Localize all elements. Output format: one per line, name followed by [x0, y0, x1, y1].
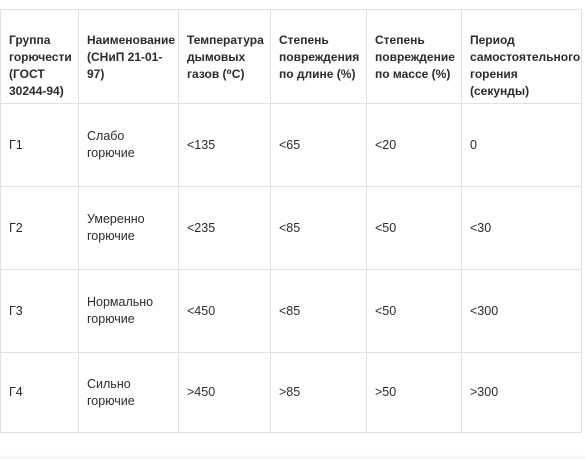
cell-damage-length: <85: [270, 269, 367, 353]
cell-name: Слабо горючие: [78, 103, 179, 187]
table-row: Г4 Сильно горючие >450 >85 >50 >300: [0, 352, 582, 433]
cell-burning-period: >300: [461, 352, 582, 433]
cell-damage-length: <65: [270, 103, 367, 187]
cell-damage-mass: <50: [366, 186, 462, 270]
header-name: Наименование (СНиП 21-01-97): [78, 9, 179, 104]
cell-temperature: >450: [178, 352, 271, 433]
cell-damage-mass: <50: [366, 269, 462, 353]
cell-temperature: <235: [178, 186, 271, 270]
table-header-row: Группа горючести (ГОСТ 30244-94) Наимено…: [0, 9, 582, 104]
cell-name: Нормально горючие: [78, 269, 179, 353]
cell-group: Г1: [0, 103, 79, 187]
table-row: Г2 Умеренно горючие <235 <85 <50 <30: [0, 186, 582, 270]
cell-name: Сильно горючие: [78, 352, 179, 433]
cell-damage-length: >85: [270, 352, 367, 433]
cell-burning-period: 0: [461, 103, 582, 187]
cell-name: Умеренно горючие: [78, 186, 179, 270]
header-combustibility-group: Группа горючести (ГОСТ 30244-94): [0, 9, 79, 104]
combustibility-groups-table: Группа горючести (ГОСТ 30244-94) Наимено…: [0, 9, 582, 433]
header-self-burning-period: Период самостоятельного горения (секунды…: [461, 9, 582, 104]
cell-temperature: <450: [178, 269, 271, 353]
table-row: Г3 Нормально горючие <450 <85 <50 <300: [0, 269, 582, 353]
cell-group: Г4: [0, 352, 79, 433]
cell-temperature: <135: [178, 103, 271, 187]
cell-damage-length: <85: [270, 186, 367, 270]
cell-damage-mass: >50: [366, 352, 462, 433]
header-flue-gas-temperature: Температура дымовых газов (⁰С): [178, 9, 271, 104]
cell-group: Г2: [0, 186, 79, 270]
header-damage-by-length: Степень повреждения по длине (%): [270, 9, 367, 104]
cell-burning-period: <300: [461, 269, 582, 353]
cell-burning-period: <30: [461, 186, 582, 270]
cell-group: Г3: [0, 269, 79, 353]
cell-damage-mass: <20: [366, 103, 462, 187]
header-damage-by-mass: Степень повреждение по массе (%): [366, 9, 462, 104]
bottom-shadow: [0, 454, 585, 459]
table-row: Г1 Слабо горючие <135 <65 <20 0: [0, 103, 582, 187]
